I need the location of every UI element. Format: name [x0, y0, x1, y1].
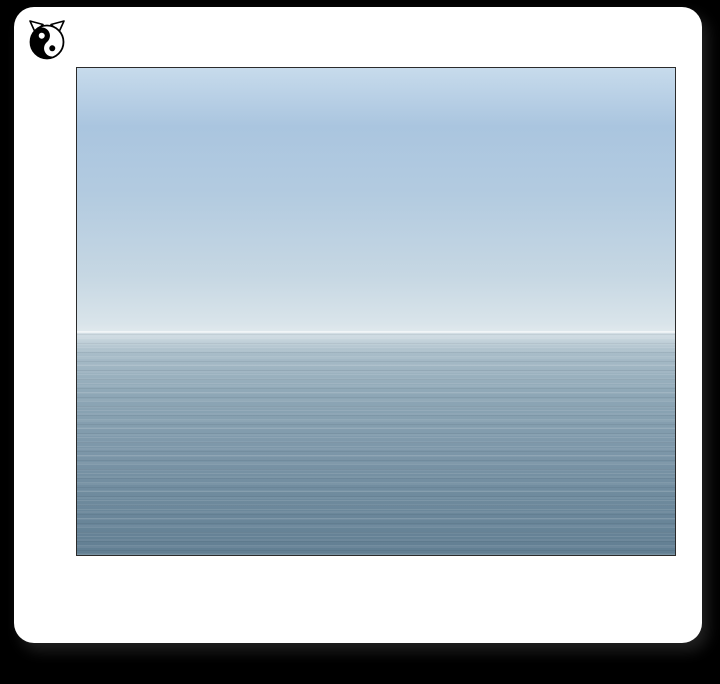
- sst-chart: [77, 68, 675, 555]
- y-axis-label: [9, 157, 31, 467]
- plot-area: [77, 68, 675, 555]
- ocean-background: [77, 332, 675, 555]
- yinyang-cat-icon: [29, 20, 65, 60]
- horizon-line: [77, 331, 675, 333]
- sky-background: [77, 68, 675, 334]
